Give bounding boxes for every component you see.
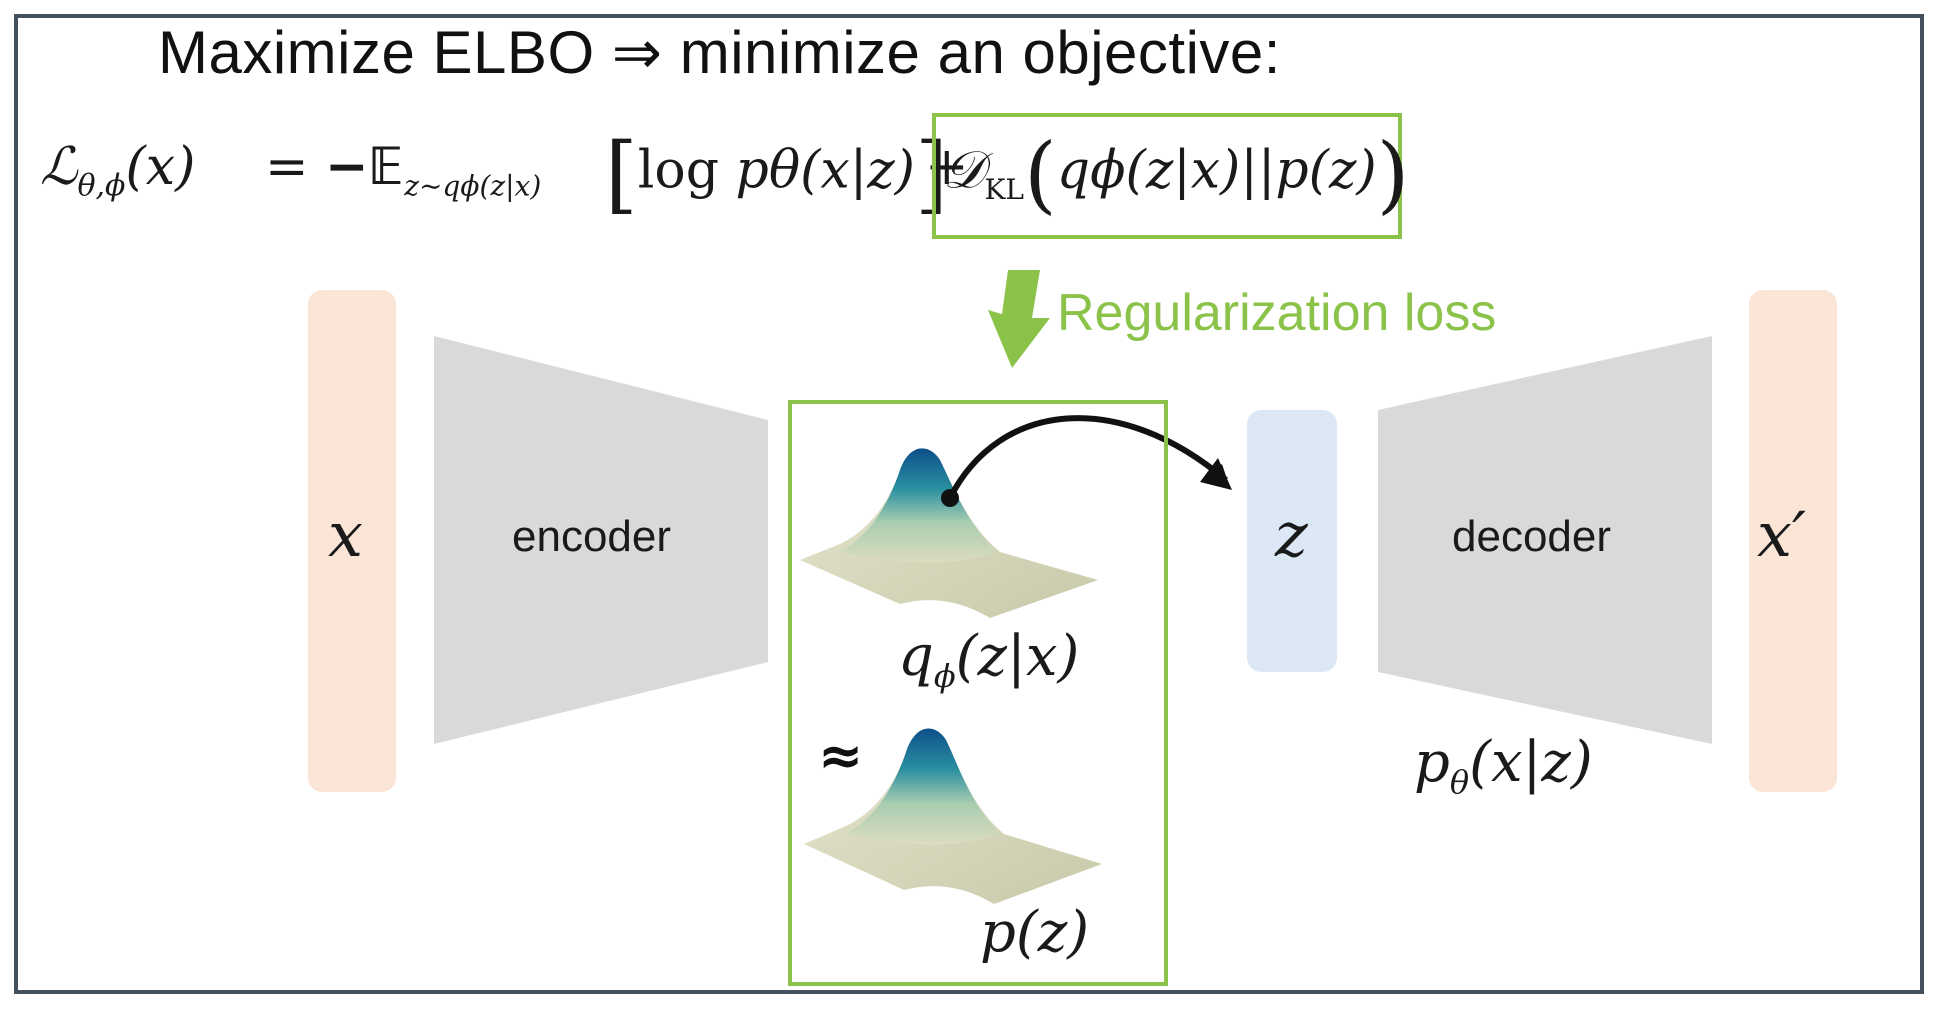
formula-lhs: ℒθ,ϕ(x)	[40, 137, 196, 204]
latent-bar	[1247, 410, 1337, 672]
formula-reconstruction-term: [log pθ(x|z)]	[605, 125, 948, 223]
formula-expectation: −𝔼z∼qϕ(z|x)	[325, 137, 542, 203]
regularization-loss-label: Regularization loss	[1057, 284, 1497, 342]
down-arrow-icon	[988, 270, 1050, 368]
output-bar	[1749, 290, 1837, 792]
latent-label: z	[1275, 498, 1308, 571]
likelihood-label: pθ(x|z)	[1414, 730, 1593, 802]
formula-kl-term: 𝒟KL(qϕ(z|x)||p(z))	[943, 125, 1410, 223]
gaussian-surface-icon	[804, 728, 1102, 904]
slide-title: Maximize ELBO ⇒ minimize an objective:	[158, 19, 1281, 86]
gaussian-surface-icon	[800, 448, 1098, 618]
encoder-label: encoder	[512, 512, 672, 561]
input-label: x	[328, 498, 363, 571]
latent-distribution-box	[788, 400, 1168, 986]
approx-symbol: ≈	[818, 724, 864, 787]
encoder-trapezoid	[434, 336, 768, 744]
kl-term-highlight-box	[932, 113, 1402, 239]
output-label: x′	[1757, 498, 1807, 571]
decoder-trapezoid	[1378, 336, 1712, 744]
decoder-label: decoder	[1452, 512, 1612, 561]
prior-label: p(z)	[980, 900, 1090, 965]
sample-arrow-icon	[941, 415, 1232, 507]
input-bar	[308, 290, 396, 792]
posterior-label: qϕ(z|x)	[898, 624, 1080, 696]
formula-equals: =	[265, 137, 309, 197]
